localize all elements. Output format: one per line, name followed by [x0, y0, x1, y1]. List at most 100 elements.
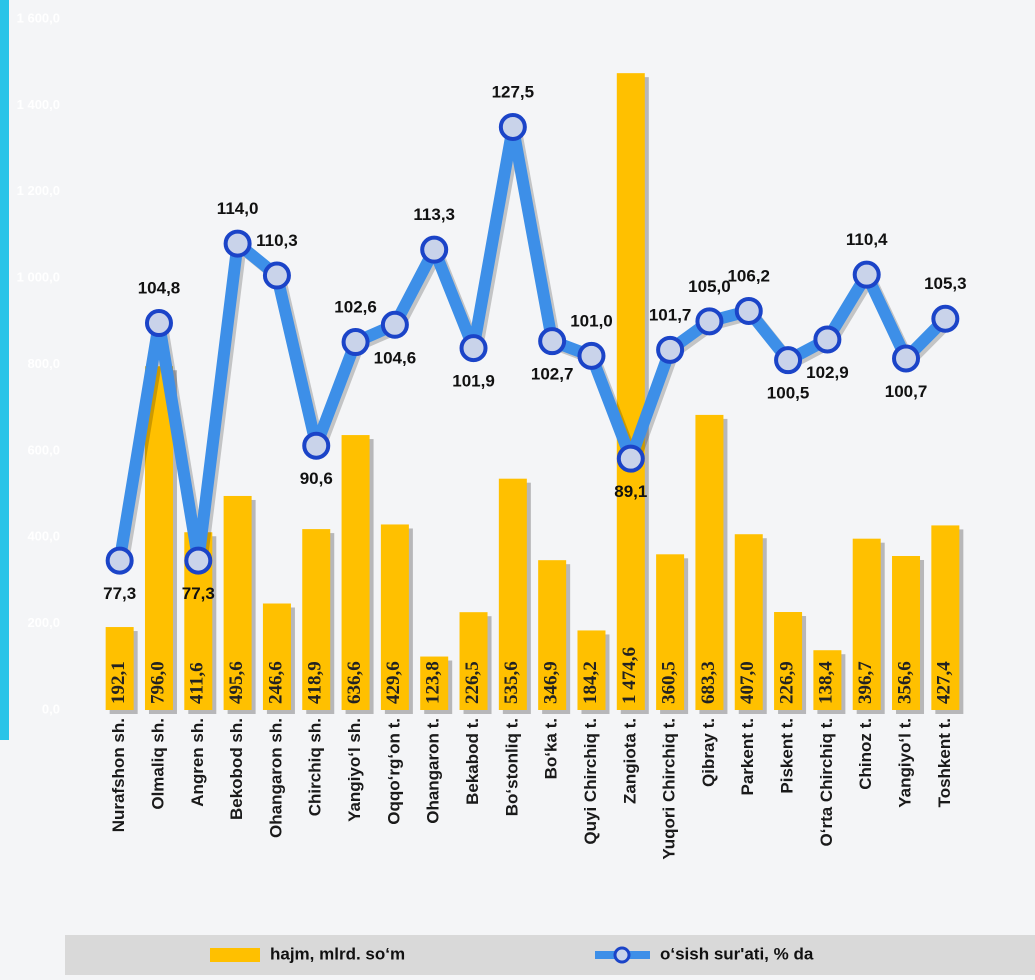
- line-marker: [734, 296, 763, 325]
- bar: [302, 529, 331, 710]
- bar: [813, 650, 842, 710]
- bar-value-label: 396,7: [855, 661, 876, 704]
- line-value-label: 90,6: [300, 469, 333, 488]
- bar-value-label: 123,8: [423, 661, 444, 704]
- line-value-label: 100,7: [885, 382, 928, 401]
- x-tick-label: Chinoz t.: [856, 718, 875, 790]
- line-marker: [184, 546, 213, 575]
- bar: [656, 554, 685, 710]
- line-value-label: 101,9: [452, 372, 495, 391]
- line-value-label: 106,2: [727, 266, 770, 285]
- line-value-label: 101,0: [570, 311, 613, 330]
- legend-label: o‘sish sur'ati, % da: [660, 944, 814, 963]
- x-tick-label: Qibray t.: [699, 718, 718, 787]
- bar: [380, 524, 409, 710]
- line: [113, 120, 950, 567]
- bar-value-label: 429,6: [383, 661, 404, 704]
- y-tick-label: 1 200,0: [17, 183, 60, 198]
- line-value-label: 110,3: [256, 231, 298, 250]
- bar-value-label: 796,0: [147, 661, 168, 704]
- line-marker: [223, 229, 252, 258]
- bar-value-label: 360,5: [658, 661, 679, 704]
- line-value-label: 104,8: [138, 279, 181, 298]
- line-marker: [498, 112, 527, 141]
- line-marker: [105, 546, 134, 575]
- line-value-label: 105,0: [688, 277, 731, 296]
- line-marker: [577, 341, 606, 370]
- line-value-label: 77,3: [103, 584, 136, 603]
- line-marker: [616, 444, 645, 473]
- bar: [695, 414, 724, 710]
- x-tick-label: Olmaliq sh.: [148, 718, 167, 810]
- bar: [262, 603, 291, 710]
- legend-label: hajm, mlrd. so‘m: [270, 944, 405, 963]
- line-marker: [341, 328, 370, 357]
- bar-value-label: 683,3: [698, 661, 719, 704]
- bar: [105, 627, 134, 710]
- bar-value-label: 356,6: [894, 661, 915, 704]
- line-marker: [774, 346, 803, 375]
- line-marker: [931, 304, 960, 333]
- y-tick-label: 400,0: [27, 529, 60, 544]
- y-tick-label: 1 400,0: [17, 97, 60, 112]
- y-tick-label: 200,0: [27, 615, 60, 630]
- line-marker: [656, 335, 685, 364]
- bar: [459, 612, 488, 710]
- x-tick-label: Quyi Chirchiq t.: [581, 718, 600, 845]
- x-tick-label: Yangiyo‘l sh.: [345, 718, 364, 822]
- line-value-label: 102,7: [531, 365, 574, 384]
- line-marker: [420, 235, 449, 264]
- line-marker: [262, 261, 291, 290]
- bar: [420, 656, 449, 710]
- x-tick-label: Parkent t.: [738, 718, 757, 795]
- x-tick-label: Nurafshon sh.: [109, 718, 128, 832]
- x-tick-label: Yangiyo‘l t.: [896, 718, 915, 808]
- line-marker: [538, 327, 567, 356]
- line-marker: [144, 309, 173, 338]
- x-tick-label: Angren sh.: [188, 718, 207, 807]
- bar-value-label: 1 474,6: [619, 647, 640, 704]
- bar-value-label: 184,2: [580, 661, 601, 704]
- line-value-label: 102,6: [334, 298, 377, 317]
- line-value-label: 104,6: [374, 348, 417, 367]
- x-tick-label: Bekobod sh.: [227, 718, 246, 820]
- line-value-label: 114,0: [217, 199, 259, 218]
- x-tick-label: Chirchiq sh.: [306, 718, 325, 816]
- line-marker: [892, 344, 921, 373]
- y-tick-label: 1 600,0: [17, 10, 60, 25]
- bar: [498, 478, 527, 710]
- bar: [577, 630, 606, 710]
- bar-value-label: 411,6: [187, 662, 208, 704]
- bar-value-label: 192,1: [108, 661, 129, 704]
- x-tick-label: Oqqo‘rg‘on t.: [384, 718, 403, 825]
- bar-value-label: 427,4: [934, 661, 955, 704]
- x-tick-label: Ohangaron t.: [424, 718, 443, 824]
- line-value-label: 127,5: [492, 82, 535, 101]
- bar: [852, 538, 881, 710]
- bar: [616, 73, 645, 711]
- line-value-label: 110,4: [846, 230, 888, 249]
- bar-value-label: 226,9: [776, 661, 797, 704]
- x-tick-label: Bo‘stonliq t.: [502, 718, 521, 816]
- y-tick-label: 1 000,0: [17, 270, 60, 285]
- x-tick-label: Yuqori Chirchiq t.: [660, 718, 679, 860]
- bar-value-label: 495,6: [226, 661, 247, 704]
- line-marker: [302, 431, 331, 460]
- y-tick-label: 600,0: [27, 442, 60, 457]
- bar-value-label: 535,6: [501, 661, 522, 704]
- legend-marker: [613, 946, 631, 964]
- x-tick-label: Bekabod t.: [463, 718, 482, 805]
- bar-value-label: 346,9: [541, 661, 562, 704]
- bar: [931, 525, 960, 710]
- x-tick-label: Ohangaron sh.: [266, 718, 285, 838]
- bar: [892, 555, 921, 710]
- line-value-label: 105,3: [924, 274, 967, 293]
- x-tick-label: Piskent t.: [778, 718, 797, 794]
- x-tick-label: O‘rta Chirchiq t.: [817, 718, 836, 846]
- bar: [734, 534, 763, 710]
- side-strip: [0, 0, 9, 740]
- line-marker: [813, 325, 842, 354]
- line-value-label: 89,1: [614, 482, 647, 501]
- y-tick-label: 0,0: [42, 701, 60, 716]
